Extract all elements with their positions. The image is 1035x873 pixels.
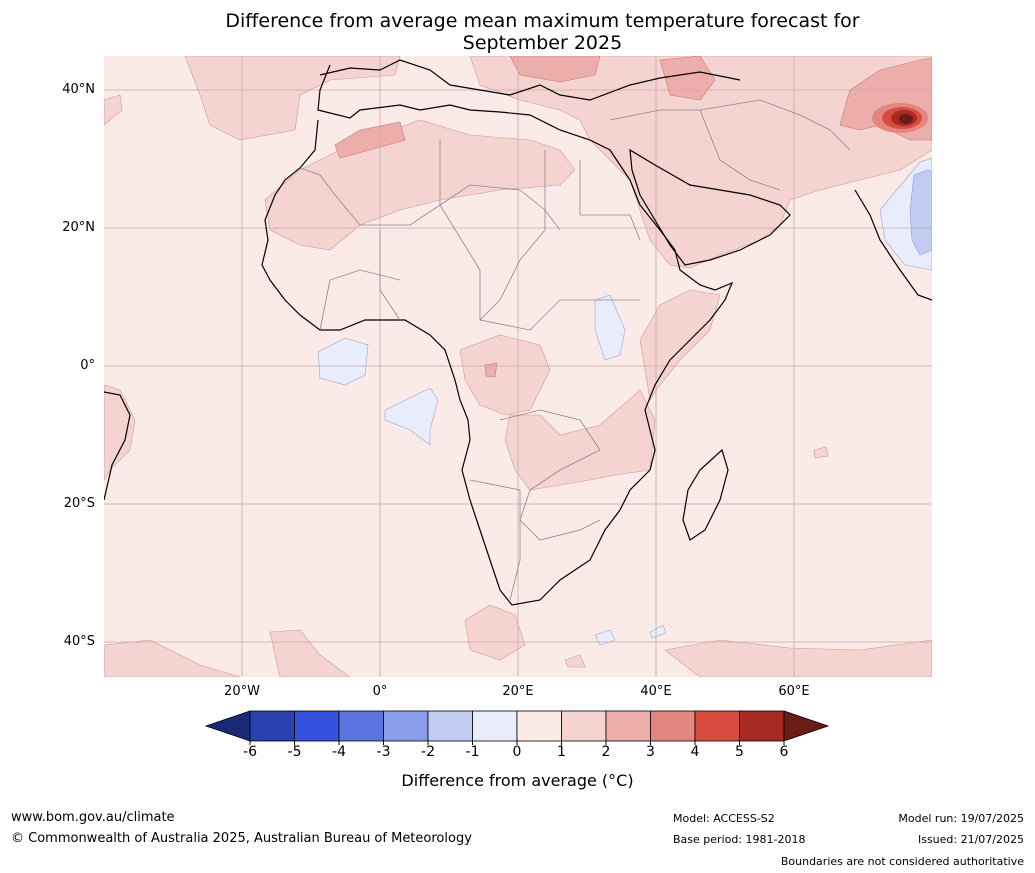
colorbar-cell (249, 710, 295, 742)
anomaly-minus-2-to-minus-1-region (909, 169, 932, 256)
lon-tick-60e: 60°E (778, 684, 810, 699)
anomaly-hotspot (872, 103, 928, 133)
map-area (104, 56, 932, 677)
europe-coastline (319, 59, 741, 101)
madagascar-coastline (682, 448, 729, 541)
colorbar-tick-label: -4 (332, 744, 346, 760)
colorbar-tick-label: 0 (512, 744, 522, 760)
colorbar-cell (650, 710, 696, 742)
colorbar-tick-label: -1 (465, 744, 480, 760)
model-text: Model: ACCESS-S2 (673, 812, 775, 825)
title-line-2: September 2025 (462, 32, 623, 54)
map-title: Difference from average mean maximum tem… (0, 10, 1035, 54)
colorbar-extend-high (783, 710, 830, 742)
colorbar-tick-label: 6 (779, 744, 789, 760)
africa-coastline (261, 64, 734, 606)
colorbar-ticks (249, 741, 785, 745)
arabian-peninsula-coastline (629, 148, 791, 266)
colorbar-cell (694, 710, 740, 742)
colorbar-tick-label: -2 (421, 744, 435, 760)
anomaly-minus-1-to-0-regions (317, 157, 932, 646)
copyright-text: © Commonwealth of Australia 2025, Austra… (11, 831, 472, 846)
colorbar-tick-label: 2 (601, 744, 611, 760)
lon-tick-20e: 20°E (502, 684, 534, 699)
graticule (104, 56, 932, 677)
lon-tick-20w: 20°W (224, 684, 260, 699)
colorbar-cells (204, 710, 830, 742)
colorbar-extend-low (204, 710, 251, 742)
colorbar-cell (294, 710, 340, 742)
coastlines (104, 59, 932, 606)
lat-tick-40n: 40°N (62, 82, 95, 97)
colorbar-cell (383, 710, 429, 742)
colorbar-cell (516, 710, 562, 742)
colorbar-tick-label: -6 (243, 744, 257, 760)
issued-text: Issued: 21/07/2025 (917, 833, 1024, 846)
colorbar-tick-label: 4 (690, 744, 700, 760)
south-america-coastline (104, 391, 131, 501)
disclaimer-text: Boundaries are not considered authoritat… (780, 855, 1024, 868)
lat-tick-20s: 20°S (63, 496, 95, 511)
website-text: www.bom.gov.au/climate (11, 810, 175, 825)
colorbar-cell (427, 710, 473, 742)
colorbar-cell (739, 710, 785, 742)
title-line-1: Difference from average mean maximum tem… (225, 10, 860, 32)
colorbar-tick-label: -5 (287, 744, 302, 760)
lat-tick-0: 0° (80, 358, 95, 373)
base-period-text: Base period: 1981-2018 (673, 833, 806, 846)
colorbar-tick-label: 5 (735, 744, 744, 760)
lat-tick-20n: 20°N (62, 220, 95, 235)
india-coastline (854, 189, 932, 301)
country-borders (299, 99, 851, 601)
model-run-text: Model run: 19/07/2025 (898, 812, 1024, 825)
colorbar-tick-label: 3 (646, 744, 655, 760)
lat-tick-40s: 40°S (63, 634, 95, 649)
colorbar-cell (338, 710, 384, 742)
colorbar-title: Difference from average (°C) (401, 771, 634, 790)
colorbar-cell (561, 710, 607, 742)
lon-tick-0: 0° (372, 684, 388, 699)
lon-tick-40e: 40°E (640, 684, 672, 699)
colorbar-cell (472, 710, 518, 742)
colorbar-cell (605, 710, 651, 742)
colorbar-tick-label: -3 (376, 744, 391, 760)
colorbar-tick-label: 1 (557, 744, 566, 760)
